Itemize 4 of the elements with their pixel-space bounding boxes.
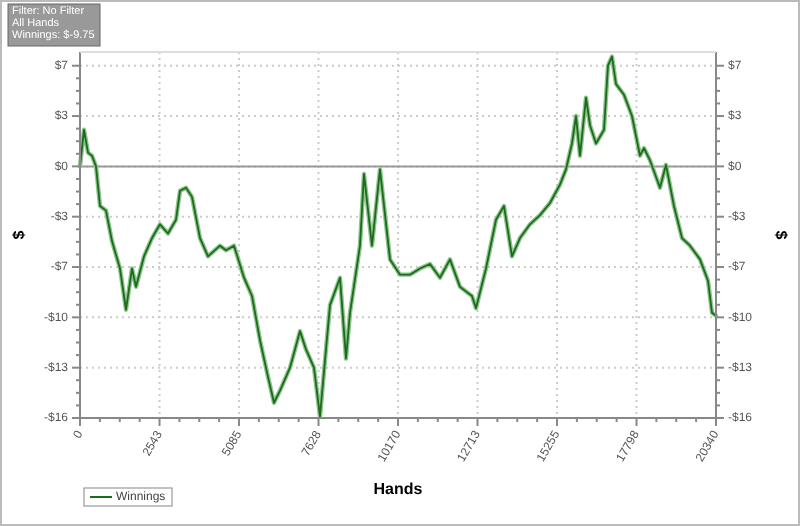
line-series: [77, 54, 719, 419]
y-axis-title: $: [10, 229, 28, 240]
y2-axis-title: $: [772, 230, 790, 241]
x-axis-title: Hands: [373, 480, 424, 498]
